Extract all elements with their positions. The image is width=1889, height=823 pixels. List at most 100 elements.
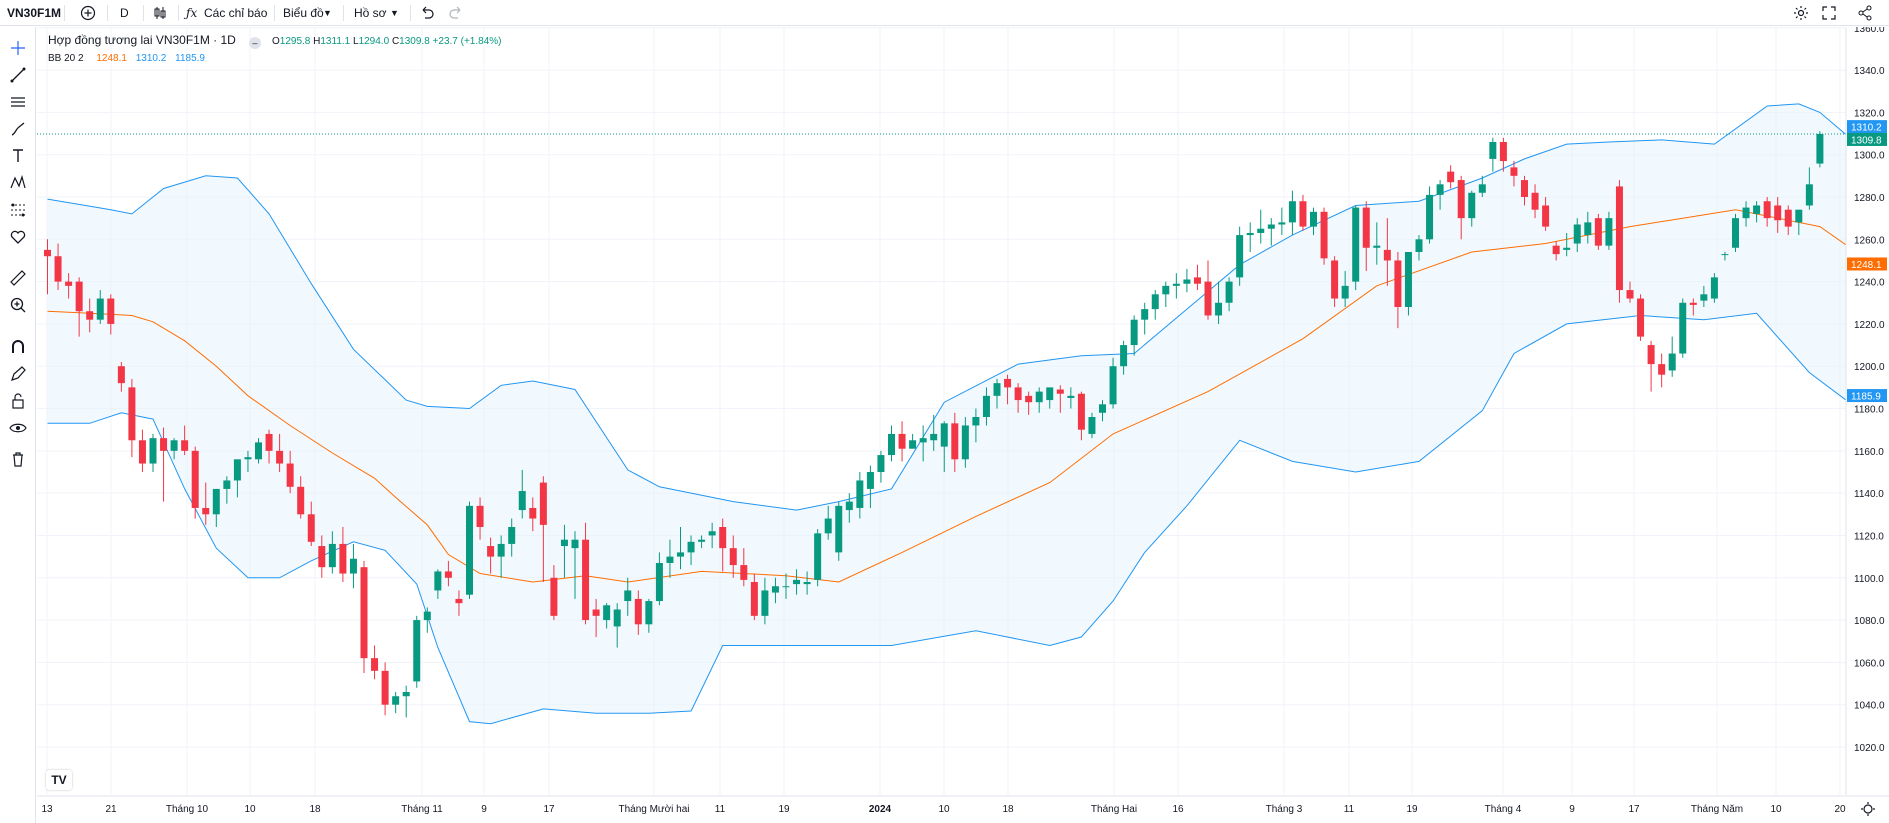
candle-body <box>349 558 357 574</box>
price-chart[interactable]: 1020.0 1040.0 1060.0 1080.0 1100.0 1120.0 1140… <box>0 27 1889 823</box>
candle-body <box>434 571 442 591</box>
chevron-down-icon[interactable]: ▼ <box>390 8 399 18</box>
interval-button[interactable]: D <box>120 6 129 20</box>
ohlc-values: O1295.8 H1311.1 L1294.0 C1309.8 +23.7 (+… <box>271 36 502 47</box>
profile-button[interactable]: Hồ sơ <box>354 6 387 20</box>
trash-icon[interactable] <box>8 449 28 469</box>
candle-body <box>339 543 347 574</box>
candle-body <box>466 505 473 595</box>
candle-body <box>750 582 758 616</box>
price-label-text: 1309.8 <box>1851 135 1882 146</box>
zoom-in-icon[interactable] <box>8 295 28 315</box>
bb-label: BB 20 2 <box>48 53 84 64</box>
legend-title: Hợp đồng tương lai VN30F1M · 1D <box>48 33 236 47</box>
candle-body <box>1542 205 1550 227</box>
candle-body <box>149 438 157 464</box>
candle-body <box>244 457 252 460</box>
price-tick-label: 1180.0 <box>1854 405 1884 416</box>
ruler-icon[interactable] <box>8 268 28 288</box>
time-tick-label: 13 <box>41 804 53 815</box>
add-symbol-icon[interactable] <box>79 4 97 22</box>
candle-body <box>117 366 125 384</box>
candle-body <box>107 298 115 324</box>
candle-body <box>1816 133 1824 164</box>
candle-body <box>360 567 368 659</box>
candles-icon[interactable] <box>151 4 169 22</box>
candle-body <box>1742 207 1750 219</box>
share-icon[interactable] <box>1856 4 1874 22</box>
candle-body <box>1658 364 1666 375</box>
chart-layout-button[interactable]: Biểu đồ <box>283 6 324 20</box>
candle-body <box>1510 167 1518 176</box>
indicators-icon[interactable]: ƒx <box>186 6 198 20</box>
candle-body <box>729 548 737 566</box>
candle-body <box>814 533 822 580</box>
indicators-button[interactable]: Các chỉ báo <box>204 6 268 20</box>
time-tick-label: 17 <box>543 804 555 815</box>
toolbar-divider <box>274 5 275 21</box>
candle-body <box>1489 142 1497 159</box>
candle-body <box>634 598 642 625</box>
candle-body <box>1383 249 1391 261</box>
candle-body <box>1404 252 1412 307</box>
magnet-icon[interactable] <box>8 337 28 357</box>
time-tick-label: 20 <box>1834 804 1846 815</box>
fullscreen-icon[interactable] <box>1820 4 1838 22</box>
lock-icon[interactable] <box>8 391 28 411</box>
brush-icon[interactable] <box>8 119 28 139</box>
candle-body <box>1109 366 1117 405</box>
candle-body <box>1288 201 1296 223</box>
pattern-icon[interactable] <box>8 173 28 193</box>
candle-body <box>1004 378 1012 388</box>
candle-body <box>455 598 463 604</box>
redo-icon[interactable] <box>447 4 465 22</box>
candle-body <box>86 311 94 320</box>
horizontal-lines-icon[interactable] <box>8 92 28 112</box>
candle-body <box>54 256 62 282</box>
candle-body <box>666 556 674 563</box>
candle-body <box>1615 186 1623 291</box>
text-tool-icon[interactable] <box>8 146 28 166</box>
price-tick-label: 1200.0 <box>1854 362 1885 373</box>
prediction-icon[interactable] <box>8 200 28 220</box>
time-tick-label: 18 <box>1002 804 1014 815</box>
bollinger-upper-line <box>47 103 1889 511</box>
candle-body <box>1584 222 1592 236</box>
candle-body <box>1162 285 1170 295</box>
chevron-down-icon[interactable]: ▼ <box>323 8 332 18</box>
candle-body <box>719 527 727 549</box>
collapse-icon[interactable]: – <box>248 37 261 49</box>
candle-body <box>1067 395 1075 398</box>
candle-body <box>1468 192 1476 219</box>
crosshair-icon[interactable] <box>8 38 28 58</box>
price-tick-label: 1300.0 <box>1854 151 1885 162</box>
candle-body <box>761 590 769 616</box>
symbol-label[interactable]: VN30F1M <box>7 6 62 20</box>
axis-settings-icon[interactable] <box>1861 802 1875 816</box>
candle-body <box>1183 279 1191 284</box>
candle-body <box>160 438 168 451</box>
bollinger-lower-line <box>47 312 1889 725</box>
candle-body <box>624 590 632 602</box>
heart-icon[interactable] <box>8 227 28 247</box>
trend-line-icon[interactable] <box>8 65 28 85</box>
candle-body <box>1141 309 1149 320</box>
candle-body <box>508 527 516 544</box>
eye-icon[interactable] <box>8 418 28 438</box>
candle-body <box>1215 302 1223 316</box>
price-tick-label: 1020.0 <box>1854 743 1885 754</box>
candle-body <box>1784 209 1792 227</box>
candle-body <box>297 486 305 515</box>
axis-settings-icon[interactable] <box>1863 804 1873 814</box>
candle-body <box>65 281 73 286</box>
lock-pencil-icon[interactable] <box>8 364 28 384</box>
candle-body <box>1521 180 1528 197</box>
candle-body <box>1278 222 1286 225</box>
price-tick-label: 1280.0 <box>1854 193 1885 204</box>
settings-gear-icon[interactable] <box>1792 4 1810 22</box>
candle-body <box>328 543 336 568</box>
price-label-text: 1310.2 <box>1851 123 1882 134</box>
candle-body <box>1700 294 1708 301</box>
candle-body <box>1415 239 1423 252</box>
undo-icon[interactable] <box>418 4 436 22</box>
